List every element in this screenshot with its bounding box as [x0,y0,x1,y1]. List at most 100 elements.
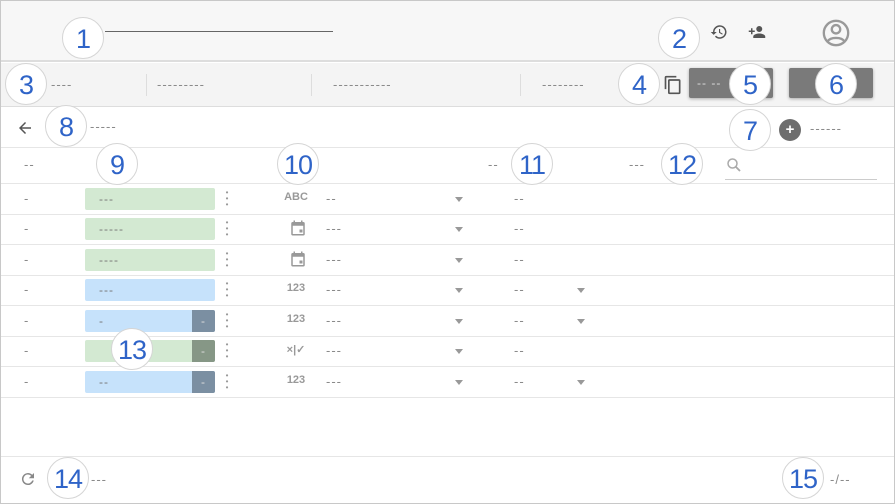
more-vert-icon[interactable]: • • • [225,188,229,209]
chip-label: ----- [99,222,124,236]
more-vert-icon[interactable]: • • • [225,371,229,392]
chip-label: --- [99,192,114,206]
copy-icon[interactable] [663,74,683,96]
row-col3: -- [514,313,525,328]
field-chip[interactable]: --- [85,188,215,210]
table-row: - --- • • • ABC -- -- [1,184,894,215]
callout-12: 12 [661,143,703,185]
dropdown-caret-icon[interactable] [455,319,463,324]
row-col3: -- [514,282,525,297]
tab-3[interactable]: ----------- [333,77,392,92]
dropdown-caret-icon[interactable] [455,227,463,232]
type-icon: 123 [286,313,306,325]
row-col3: -- [514,191,525,206]
chip-label: - [99,314,104,328]
dropdown-caret-icon[interactable] [577,380,585,385]
row-index: - [24,343,30,358]
chip-remove-button[interactable]: - [192,340,215,362]
row-index: - [24,252,30,267]
table-row: - --- ••• 123 --- -- [1,367,894,398]
chip-label: -- [99,375,109,389]
callout-6: 6 [815,63,857,105]
chip-remove-button[interactable]: - [192,371,215,393]
callout-3: 3 [5,63,47,105]
column-header-index: -- [24,157,35,172]
field-chip[interactable]: ----- [85,218,215,240]
add-person-icon[interactable] [747,23,767,41]
tab-2[interactable]: --------- [157,77,205,92]
callout-14: 14 [47,457,89,499]
row-value: -- [326,191,337,206]
type-icon: 123 [286,374,306,386]
row-col3: -- [514,252,525,267]
tab-4[interactable]: -------- [542,77,585,92]
refresh-icon[interactable] [19,470,37,488]
field-chip[interactable]: --- [85,279,215,301]
callout-5: 5 [729,63,771,105]
pagination: -/-- [830,472,851,487]
table-row: - --- ••• 123 --- -- [1,275,894,306]
add-label[interactable]: ------ [810,121,842,136]
more-vert-icon[interactable]: • • • [225,340,229,361]
row-col3: -- [514,343,525,358]
dropdown-caret-icon[interactable] [455,288,463,293]
row-index: - [24,221,30,236]
row-index: - [24,374,30,389]
more-vert-icon[interactable]: • • • [225,218,229,239]
calendar-icon [291,251,305,267]
row-value: --- [326,282,342,297]
callout-15: 15 [782,457,824,499]
row-value: --- [326,252,342,267]
callout-1: 1 [62,17,104,59]
column-header-2: -- [488,157,499,172]
callout-8: 8 [45,105,87,147]
dropdown-caret-icon[interactable] [455,349,463,354]
dropdown-caret-icon[interactable] [455,197,463,202]
column-header-3: --- [629,157,645,172]
callout-13: 13 [111,328,153,370]
dropdown-caret-icon[interactable] [455,380,463,385]
tab-1[interactable]: ---- [51,77,73,92]
divider [520,74,521,96]
plus-circle-icon[interactable]: + [779,119,801,141]
chip-remove-button[interactable]: - [192,310,215,332]
table-row: - ---- • • • --- -- [1,245,894,276]
row-value: --- [326,374,342,389]
chip-label: ---- [99,253,119,267]
row-col3: -- [514,374,525,389]
field-chip[interactable]: --- [85,371,215,393]
app-title: ——————————————— [105,31,333,32]
divider [1,183,894,184]
callout-11: 11 [511,143,553,185]
row-index: - [24,282,30,297]
chip-label: --- [99,283,114,297]
more-vert-icon[interactable]: • • • [225,249,229,270]
row-col3: -- [514,221,525,236]
page-title: ----- [90,119,117,134]
row-index: - [24,313,30,328]
history-icon[interactable] [710,23,728,41]
divider [1,456,894,457]
row-value: --- [326,221,342,236]
more-vert-icon[interactable]: • • • [225,279,229,300]
dropdown-caret-icon[interactable] [577,288,585,293]
footer-status: --- [91,472,107,487]
arrow-left-icon[interactable] [16,119,34,137]
callout-2: 2 [658,17,700,59]
calendar-icon [291,220,305,236]
callout-7: 7 [729,109,771,151]
field-chip[interactable]: ---- [85,249,215,271]
row-value: --- [326,343,342,358]
type-icon: 123 [286,282,306,294]
app-header: ——————————————— [1,1,894,62]
field-chip[interactable]: -- [85,310,215,332]
more-vert-icon[interactable]: • • • [225,310,229,331]
account-circle-icon[interactable] [820,18,852,48]
row-value: --- [326,313,342,328]
divider [311,74,312,96]
dropdown-caret-icon[interactable] [577,319,585,324]
dropdown-caret-icon[interactable] [455,258,463,263]
search-input[interactable] [725,160,877,180]
type-icon: ×|✓ [286,344,306,356]
row-index: - [24,191,30,206]
